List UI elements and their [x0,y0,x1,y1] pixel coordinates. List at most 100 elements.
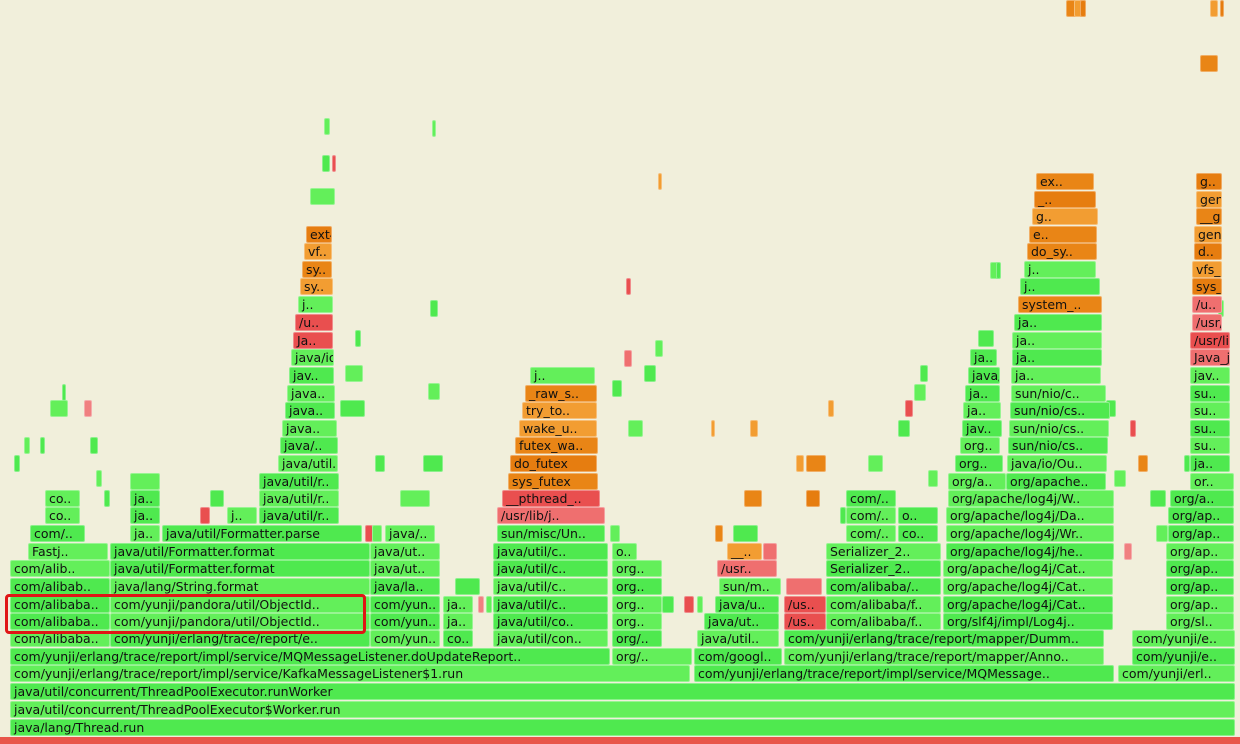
flame-frame[interactable]: java/ut.. [370,560,440,577]
flame-frame[interactable]: /u.. [295,314,333,331]
flame-frame[interactable]: j.. [1020,278,1100,295]
flame-frame[interactable]: java/util.. [697,630,779,647]
flame-frame[interactable]: java/util/c.. [493,543,608,560]
flame-frame[interactable]: org/apache/log4j/Da.. [946,507,1114,524]
flame-frame-deco[interactable] [715,525,723,542]
flame-frame-deco[interactable] [898,420,910,437]
flame-frame[interactable]: org/apache/log4j/Wr.. [946,525,1114,542]
flame-frame[interactable]: java.. [282,420,337,437]
flame-frame[interactable]: java/util/concurrent/ThreadPoolExecutor.… [10,683,1235,700]
flame-frame-deco[interactable] [104,490,110,507]
flame-frame[interactable]: ex.. [1036,173,1094,190]
flame-frame[interactable]: com/yunji/erl.. [1118,665,1235,682]
flame-frame-deco[interactable] [1124,543,1132,560]
flame-frame[interactable]: org/ap.. [1168,525,1234,542]
flame-frame[interactable]: sun/nio/cs.. [1009,420,1109,437]
flame-frame[interactable]: d.. [1194,243,1222,260]
flame-frame[interactable]: com/alibab.. [10,578,110,595]
flame-frame[interactable]: g.. [1196,173,1222,190]
flame-frame-deco[interactable] [423,455,443,472]
flame-frame[interactable]: java/util/c.. [493,596,608,613]
flame-frame[interactable]: org.. [960,437,1000,454]
flame-frame-deco[interactable] [786,578,822,595]
flame-frame-deco[interactable] [130,473,160,490]
flame-frame[interactable]: java/util/co.. [493,613,608,630]
flame-graph-root-bar[interactable] [0,737,1240,744]
flame-frame[interactable]: /usr/lib.. [1190,332,1230,349]
flame-frame[interactable]: org/apache/log4j/Cat.. [943,560,1113,577]
flame-frame[interactable]: ja.. [963,402,1001,419]
flame-frame[interactable]: java/io/F.. [968,367,1000,384]
flame-frame-deco[interactable] [733,525,758,542]
flame-frame[interactable]: com/yunji/pandora/util/ObjectId.. [110,613,370,630]
flame-frame[interactable]: sys_wr.. [1192,278,1222,295]
flame-frame-deco[interactable] [332,155,336,172]
flame-frame[interactable]: Serializer_2.. [826,560,941,577]
flame-frame[interactable]: sun/nio/c.. [1011,385,1106,402]
flame-frame-deco[interactable] [1220,0,1224,17]
flame-frame-deco[interactable] [322,155,330,172]
flame-frame-deco[interactable] [340,400,365,417]
flame-frame[interactable]: org.. [612,560,662,577]
flame-frame[interactable]: org/a.. [1170,490,1234,507]
flame-frame[interactable]: com/alibaba.. [10,630,110,647]
flame-frame[interactable]: com/yun.. [370,596,440,613]
flame-frame[interactable]: java/util/r.. [259,507,339,524]
flame-frame[interactable]: com/.. [846,490,896,507]
flame-frame[interactable]: com/.. [30,525,85,542]
flame-frame-deco[interactable] [62,384,66,401]
flame-frame[interactable]: org.. [612,596,662,613]
flame-frame[interactable]: java/util/Formatter.parse [162,525,362,542]
flame-frame-deco[interactable] [996,262,1001,279]
flame-frame[interactable]: ext4_.. [306,226,332,243]
flame-frame[interactable]: do_sy.. [1027,243,1097,260]
flame-frame[interactable]: java/util/concurrent/ThreadPoolExecutor$… [10,701,1235,718]
flame-frame[interactable]: org/a.. [948,473,1006,490]
flame-frame-deco[interactable] [90,437,98,454]
flame-frame[interactable]: java/.. [385,525,435,542]
flame-frame[interactable]: sun/misc/Un.. [497,525,605,542]
flame-frame-deco[interactable] [796,455,804,472]
flame-frame[interactable]: ja.. [130,525,160,542]
flame-frame-deco[interactable] [1150,490,1166,507]
flame-frame[interactable]: vfs_wr.. [1192,261,1222,278]
flame-frame-deco[interactable] [612,380,622,397]
flame-frame-deco[interactable] [1210,0,1218,17]
flame-frame[interactable]: jav.. [962,420,1002,437]
flame-frame-deco[interactable] [1184,455,1190,472]
flame-frame[interactable]: com/yunji/erlang/trace/report/mapper/Ann… [784,648,1104,665]
flame-frame[interactable]: com/yunji/erlang/trace/report/e.. [110,630,370,647]
flame-frame[interactable]: org/sl.. [1166,613,1234,630]
flame-frame[interactable]: /us.. [784,613,826,630]
flame-frame[interactable]: com/yunji/pandora/util/ObjectId.. [110,596,370,613]
flame-frame-deco[interactable] [920,365,928,382]
flame-frame[interactable]: o.. [898,507,938,524]
flame-frame[interactable]: gener.. [1196,191,1222,208]
flame-frame[interactable]: ja.. [1012,332,1102,349]
flame-frame[interactable]: java/io/F.. [291,349,334,366]
flame-frame[interactable]: co.. [45,507,80,524]
flame-frame-deco[interactable] [905,400,913,417]
flame-frame[interactable]: __gen.. [1196,208,1222,225]
flame-frame-deco[interactable] [711,420,715,437]
flame-frame-deco[interactable] [310,188,335,205]
flame-frame[interactable]: com/yun.. [370,613,440,630]
flame-frame-deco[interactable] [914,384,926,401]
flame-frame[interactable]: org/apache/log4j/he.. [946,543,1114,560]
flame-frame[interactable]: java/util/c.. [493,560,608,577]
flame-frame[interactable]: java/ut.. [704,613,779,630]
flame-frame[interactable]: ja.. [1012,349,1102,366]
flame-frame-deco[interactable] [684,596,694,613]
flame-frame-deco[interactable] [868,455,883,472]
flame-frame[interactable]: java/io/Ou.. [1007,455,1107,472]
flame-frame[interactable]: ja.. [1011,367,1101,384]
flame-frame[interactable]: system_.. [1018,296,1102,313]
flame-frame[interactable]: com/alibaba.. [10,613,110,630]
flame-frame[interactable]: com/yunji/e.. [1132,630,1235,647]
flame-frame[interactable]: com/yunji/erlang/trace/report/mapper/Dum… [784,630,1104,647]
flame-frame[interactable]: java/u.. [715,596,779,613]
flame-frame[interactable]: java.. [285,402,335,419]
flame-frame[interactable]: j.. [1024,261,1096,278]
flame-frame-deco[interactable] [1130,420,1136,437]
flame-frame-deco[interactable] [840,507,846,524]
